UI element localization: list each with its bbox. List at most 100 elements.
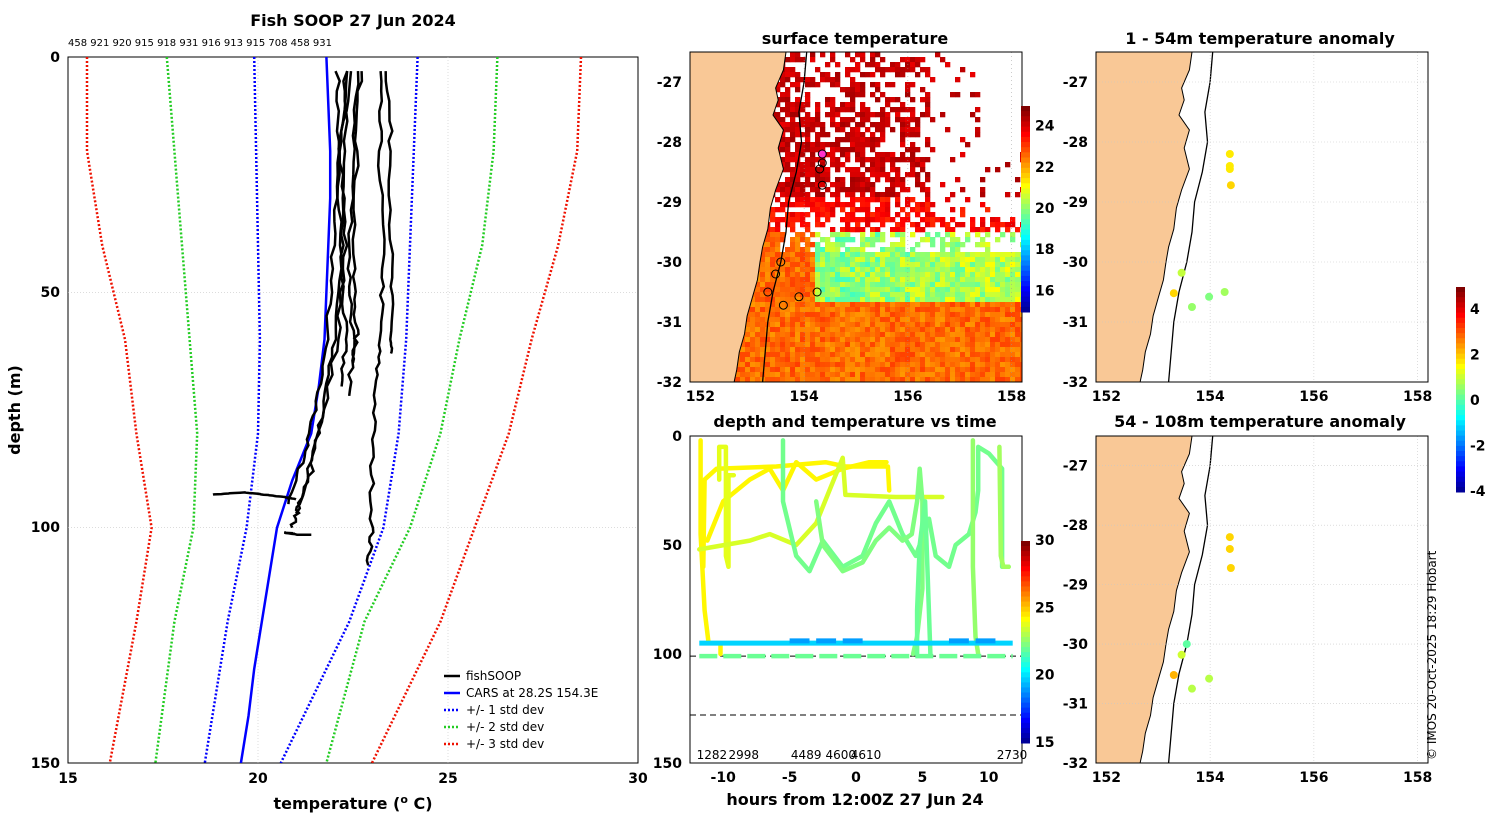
sst-cell-1398 [775, 237, 781, 243]
sst-cell-2343 [825, 312, 831, 318]
sst-cell-2827 [900, 347, 906, 353]
sst-cell-2215 [855, 302, 861, 308]
sst-cell-512 [785, 127, 791, 133]
sst-cell-1369 [900, 232, 906, 238]
sst-cell-483 [845, 122, 851, 128]
sst-cell-1326 [920, 227, 926, 233]
sst-cell-2530 [755, 327, 761, 333]
sst-cell-3070 [775, 367, 781, 373]
sst-cell-2749 [845, 342, 851, 348]
sst-cell-1633 [960, 257, 966, 263]
sst-cell-1280 [925, 222, 931, 228]
sst-cell-1777 [1010, 267, 1016, 273]
sst-cell-1998 [775, 287, 781, 293]
sst-cell-752 [885, 157, 891, 163]
sst-cell-2166 [945, 297, 951, 303]
sst-cell-709 [855, 152, 861, 158]
sst-cell-3019 [855, 362, 861, 368]
sst-cell-1890 [905, 277, 911, 283]
sst-cell-1621 [900, 257, 906, 263]
sst-cell-211 [835, 82, 841, 88]
sst-cell-2630 [920, 332, 926, 338]
sst-cell-1281 [930, 222, 936, 228]
sst-cell-16 [795, 52, 801, 58]
sst-cell-3049 [1005, 362, 1011, 368]
sst-cell-1942 [830, 282, 836, 288]
sst-cell-2380 [1010, 312, 1016, 318]
sst-cell-2757 [885, 342, 891, 348]
sst-cell-440 [840, 117, 846, 123]
sst-cell-369 [880, 107, 886, 113]
sst-cell-1498 [845, 247, 851, 253]
sst-cell-2812 [825, 347, 831, 353]
sst-cell-1905 [980, 277, 986, 283]
sst-cell-1033 [875, 192, 881, 198]
sst-cell-1563 [945, 252, 951, 258]
sst-cell-406 [875, 112, 881, 118]
sst-cell-1862 [765, 277, 771, 283]
sst-cell-3198 [745, 377, 751, 382]
sst-cell-220 [910, 82, 916, 88]
sst-cell-1948 [860, 282, 866, 288]
sst-cell-2068 [790, 292, 796, 298]
sst-cell-305 [895, 97, 901, 103]
sst-cell-3150 [840, 372, 846, 378]
sst-cell-2104 [970, 292, 976, 298]
sst-cell-2077 [835, 292, 841, 298]
sst-cell-2346 [840, 312, 846, 318]
sst-cell-942 [810, 182, 816, 188]
sst-cell-115 [885, 67, 891, 73]
sst-cell-2177 [1000, 297, 1006, 303]
sst-cell-1447 [810, 242, 816, 248]
sst-cell-861 [805, 172, 811, 178]
sst-cell-1311 [775, 227, 781, 233]
sst-cell-895 [785, 177, 791, 183]
sst-cell-3020 [860, 362, 866, 368]
sst-cell-3080 [825, 367, 831, 373]
sst-cell-2713 [1000, 337, 1006, 343]
sst-cell-1037 [895, 192, 901, 198]
sst-xtick-3: 158 [997, 389, 1026, 405]
sst-cell-1235 [890, 217, 896, 223]
sst-cell-897 [795, 177, 801, 183]
sst-cell-1798 [780, 272, 786, 278]
sst-cell-299 [825, 97, 831, 103]
sst-cell-2847 [1000, 347, 1006, 353]
timeseries-xtick-2: 0 [851, 770, 861, 786]
sst-cell-1222 [800, 217, 806, 223]
sst-cell-3178 [980, 372, 986, 378]
sst-cell-2211 [835, 302, 841, 308]
sst-cell-205 [790, 82, 796, 88]
sst-cell-670 [835, 147, 841, 153]
anom-cbar-seg-17 [1456, 374, 1465, 380]
sst-cell-84 [875, 62, 881, 68]
sst-cell-1640 [995, 257, 1001, 263]
sst-cell-2036 [965, 287, 971, 293]
sst-cell-3103 [940, 367, 946, 373]
sst-cell-2155 [890, 297, 896, 303]
sst-cell-2888 [870, 352, 876, 358]
sst-cell-3009 [805, 362, 811, 368]
profile-lines [85, 57, 638, 763]
sst-cell-2488 [880, 322, 886, 328]
sst-cell-835 [895, 167, 901, 173]
sst-cell-2641 [975, 332, 981, 338]
sst-cell-674 [855, 147, 861, 153]
timeseries-cbar-tick-0: 15 [1035, 735, 1054, 751]
sst-cell-1661 [765, 262, 771, 268]
sst-cell-1500 [855, 247, 861, 253]
sst-cell-940 [800, 182, 806, 188]
sst-cell-831 [870, 167, 876, 173]
sst-cell-3143 [805, 372, 811, 378]
sst-cell-982 [810, 187, 816, 193]
sst-cell-2360 [910, 312, 916, 318]
timeseries-cbar-seg-7 [1021, 576, 1030, 582]
sst-cell-708 [845, 152, 851, 158]
sst-cell-595 [855, 137, 861, 143]
sst-cell-2800 [765, 347, 771, 353]
sst-cell-2163 [930, 297, 936, 303]
sst-cell-1266 [785, 222, 791, 228]
sst-cell-216 [875, 82, 881, 88]
sst-cell-2716 [1015, 337, 1021, 343]
sst-cell-1034 [880, 192, 886, 198]
